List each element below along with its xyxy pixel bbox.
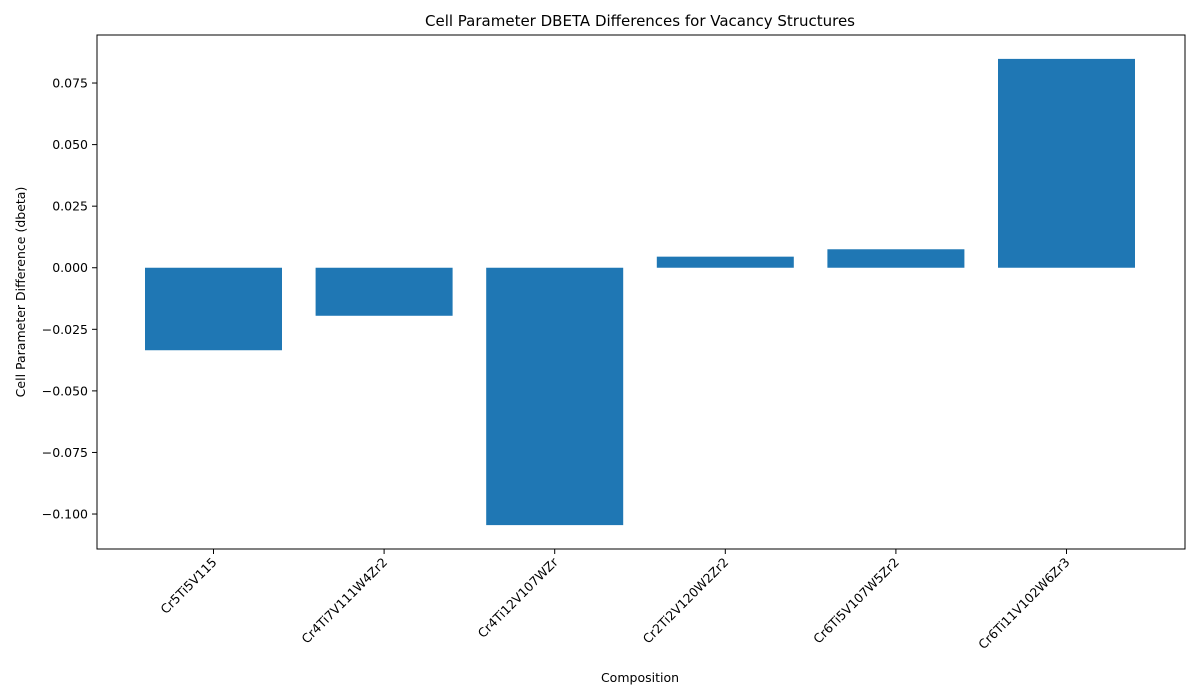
x-tick-label: Cr6Ti5V107W5Zr2 <box>810 555 902 647</box>
bar-cr4ti7v111w4zr2 <box>315 267 453 316</box>
bar-cr6ti5v107w5zr2 <box>827 249 965 268</box>
bar-cr6ti11v102w6zr3 <box>998 58 1135 268</box>
y-tick-label: 0.075 <box>52 76 88 91</box>
bar-cr4ti12v107wzr <box>486 267 624 526</box>
y-tick-label: −0.100 <box>42 507 88 522</box>
y-tick-label: 0.000 <box>52 260 88 275</box>
y-tick-label: −0.025 <box>42 322 88 337</box>
bar-cr5ti5v115 <box>145 267 282 351</box>
chart-title: Cell Parameter DBETA Differences for Vac… <box>425 12 855 30</box>
x-axis-label: Composition <box>601 670 679 685</box>
x-tick-label: Cr6Ti11V102W6Zr3 <box>975 555 1072 652</box>
y-axis-label: Cell Parameter Difference (dbeta) <box>13 187 28 398</box>
y-tick-label: 0.025 <box>52 199 88 214</box>
bar-cr2ti2v120w2zr2 <box>656 256 794 268</box>
plot-frame <box>96 34 1186 550</box>
x-tick-label: Cr4Ti7V111W4Zr2 <box>298 555 390 647</box>
x-tick-label: Cr5Ti5V115 <box>157 555 219 617</box>
y-tick-label: 0.050 <box>52 137 88 152</box>
x-tick-label: Cr4Ti12V107WZr <box>475 554 562 641</box>
y-tick-label: −0.075 <box>42 445 88 460</box>
y-axis-ticks: −0.100 −0.075 −0.050 −0.025 0.000 0.025 0.050 0… <box>42 76 97 522</box>
x-tick-label: Cr2Ti2V120W2Zr2 <box>640 555 732 647</box>
bars-group <box>145 58 1135 526</box>
x-axis-ticks: Cr5Ti5V115 Cr4Ti7V111W4Zr2 Cr4Ti12V107WZr C… <box>157 549 1073 652</box>
y-tick-label: −0.050 <box>42 383 88 398</box>
